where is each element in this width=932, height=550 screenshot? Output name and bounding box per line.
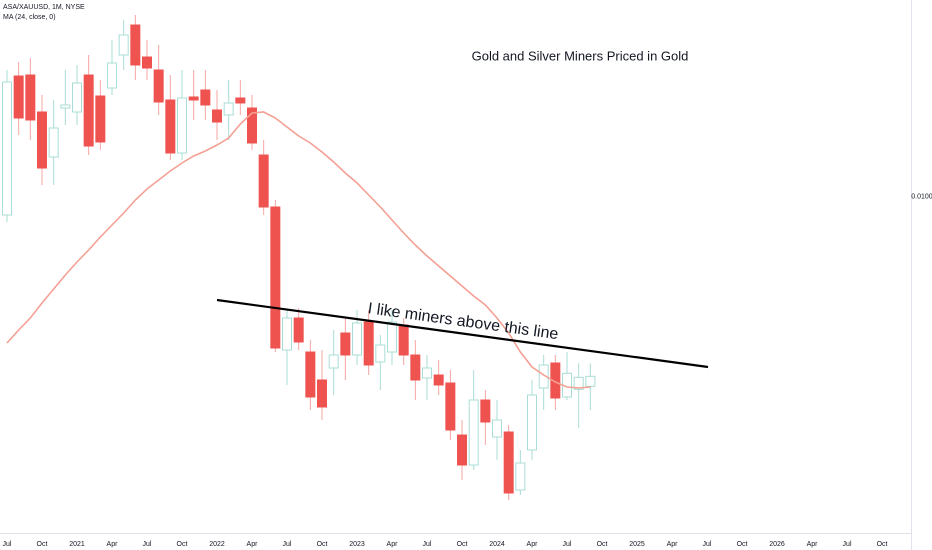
x-tick-label: 2024 <box>489 541 505 548</box>
candle-body <box>538 364 549 389</box>
x-tick-label: Apr <box>807 541 819 548</box>
candle-body <box>247 107 258 144</box>
x-tick-label: Oct <box>317 541 328 548</box>
candle-body <box>492 419 503 438</box>
candle-body <box>165 99 176 154</box>
candle-body <box>83 74 94 147</box>
candle-body <box>515 462 526 491</box>
candle-body <box>258 154 269 208</box>
candle-body <box>72 82 83 113</box>
candle-body <box>410 354 421 381</box>
candle-body <box>177 97 188 154</box>
candle-body <box>398 324 409 356</box>
x-tick-label: 2023 <box>349 541 365 548</box>
candle-body <box>422 367 433 379</box>
candle-body <box>375 344 386 363</box>
candle-body <box>153 69 164 103</box>
x-tick-label: Oct <box>177 541 188 548</box>
candle-body <box>363 321 374 366</box>
x-tick-label: Apr <box>527 541 539 548</box>
candle-body <box>95 95 106 143</box>
x-tick-label: Oct <box>877 541 888 548</box>
candle-body <box>468 399 479 466</box>
candle-body <box>480 399 491 423</box>
chart-title: Gold and Silver Miners Priced in Gold <box>472 48 689 63</box>
candle-body <box>527 394 538 451</box>
candle-body <box>130 24 141 66</box>
candle-body <box>445 382 456 431</box>
candle-body <box>142 56 153 69</box>
candle-body <box>293 317 304 343</box>
candle-body <box>457 434 468 466</box>
candle-body <box>328 354 339 369</box>
indicator-label: MA (24, close, 0) <box>3 14 56 21</box>
candle-body <box>317 379 328 408</box>
candle-body <box>305 351 316 398</box>
candle-body <box>340 332 351 356</box>
x-tick-label: Apr <box>247 541 259 548</box>
candle-body <box>2 81 12 216</box>
symbol-label: ASA/XAUUSD, 1M, NYSE <box>3 4 85 11</box>
x-tick-label: Apr <box>667 541 679 548</box>
candle-body <box>37 111 48 169</box>
candle-body <box>352 322 363 356</box>
candle-body <box>118 34 129 56</box>
x-tick-label: Oct <box>37 541 48 548</box>
candle-body <box>48 127 59 158</box>
candle-body <box>433 374 444 386</box>
x-tick-label: Oct <box>597 541 608 548</box>
x-tick-label: Apr <box>387 541 399 548</box>
candle-body <box>503 431 514 494</box>
x-tick-label: Apr <box>107 541 119 548</box>
candle-body <box>387 321 398 353</box>
x-tick-label: Jul <box>3 541 12 548</box>
x-tick-label: Oct <box>737 541 748 548</box>
candle-body <box>270 206 281 349</box>
candle-body <box>200 89 211 106</box>
candle-body <box>550 362 561 399</box>
trend-line <box>216 298 709 369</box>
candle-body <box>235 97 246 104</box>
x-tick-label: Jul <box>563 541 572 548</box>
x-tick-label: 2026 <box>769 541 785 548</box>
candle-body <box>282 317 293 351</box>
x-tick-label: Jul <box>703 541 712 548</box>
x-tick-label: Oct <box>457 541 468 548</box>
candle-body <box>573 376 584 390</box>
candle-body <box>13 75 24 119</box>
x-tick-label: 2021 <box>69 541 85 548</box>
candle-body <box>107 62 118 89</box>
candle-body <box>223 102 234 116</box>
x-tick-label: 2022 <box>209 541 225 548</box>
candles <box>2 15 596 500</box>
candle-body <box>188 96 199 101</box>
candle-body <box>60 104 71 109</box>
y-tick-label: 0.0100 <box>911 194 932 201</box>
candle-body <box>25 74 36 121</box>
moving-average-line <box>6 111 591 389</box>
x-tick-label: Jul <box>143 541 152 548</box>
x-tick-label: Jul <box>843 541 852 548</box>
candle-body <box>212 109 223 123</box>
candle-body <box>585 375 596 387</box>
x-tick-label: Jul <box>423 541 432 548</box>
x-tick-label: Jul <box>283 541 292 548</box>
x-tick-label: 2025 <box>629 541 645 548</box>
